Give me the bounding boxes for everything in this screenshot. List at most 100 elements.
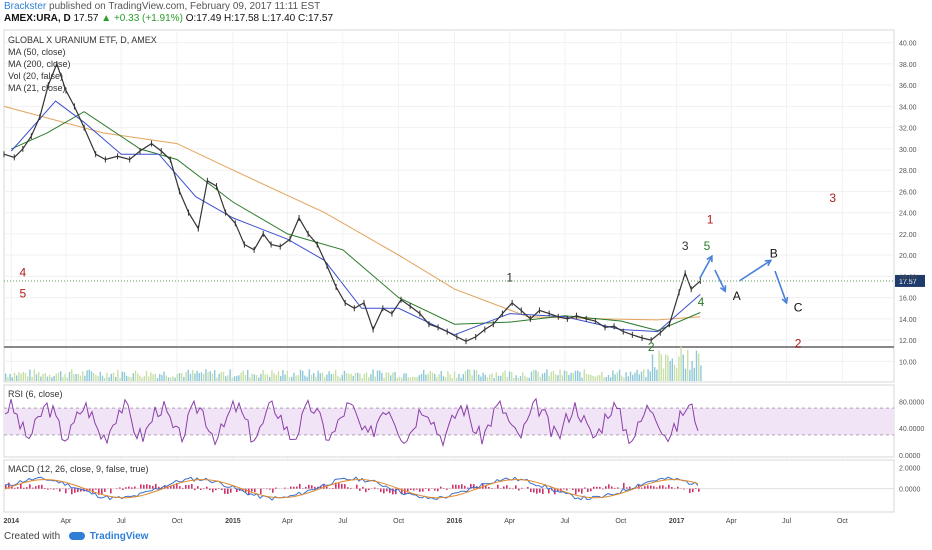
author-link[interactable]: Brackster (4, 1, 47, 12)
macd-histogram-bar (5, 484, 7, 489)
volume-bar (548, 375, 550, 381)
x-tick-label: 2016 (447, 518, 463, 525)
volume-bar (108, 377, 110, 381)
tradingview-link[interactable]: TradingView (89, 531, 149, 542)
volume-bar (552, 370, 555, 381)
volume-bar (368, 377, 370, 381)
volume-bar (284, 374, 286, 381)
rsi-label: RSI (6, close) (8, 389, 63, 399)
volume-bar (117, 369, 119, 381)
volume-bar (16, 375, 18, 381)
volume-bar (194, 373, 196, 381)
macd-histogram-bar (455, 484, 457, 489)
volume-bar (508, 371, 511, 381)
volume-bar (172, 376, 174, 381)
volume-bar (654, 367, 656, 381)
macd-histogram-bar (56, 488, 58, 490)
volume-bar (365, 372, 368, 381)
volume-bar (440, 371, 442, 381)
volume-bar (247, 370, 249, 381)
volume-bar (60, 371, 62, 381)
wave-annotations: 1 2 3 4 5 A B C 1 2 3 4 5 (19, 191, 836, 354)
volume-bar (185, 372, 187, 381)
volume-bar (183, 376, 185, 381)
macd-histogram-bar (470, 483, 472, 489)
macd-histogram-bar (596, 486, 598, 489)
macd-histogram-bar (185, 485, 187, 489)
wave-label: C (794, 300, 803, 314)
volume-bar (636, 369, 638, 381)
volume-bar (291, 376, 293, 381)
volume-bar (93, 373, 95, 381)
legend-ma200: MA (200, close) (8, 59, 71, 69)
volume-bar (68, 371, 71, 381)
macd-histogram-bar (77, 488, 79, 493)
volume-bar (482, 372, 484, 381)
macd-histogram-bar (437, 488, 439, 492)
wave-label: 1 (506, 271, 513, 285)
volume-bar (141, 377, 143, 381)
macd-histogram-bar (344, 484, 346, 489)
macd-histogram-bar (533, 488, 535, 493)
macd-histogram-bar (395, 488, 397, 495)
volume-bar (211, 373, 214, 381)
volume-bar (614, 374, 616, 381)
y-tick-label: 12.00 (899, 338, 917, 345)
projection-arrows (699, 254, 789, 305)
volume-bar (493, 378, 495, 381)
macd-histogram-bar (311, 485, 313, 489)
volume-bar (370, 374, 372, 381)
volume-bar (588, 374, 590, 381)
macd-histogram-bar (269, 488, 271, 490)
volume-bar (660, 354, 662, 381)
volume-bar (40, 376, 42, 381)
volume-bar (236, 375, 238, 381)
y-tick-label: 22.00 (899, 232, 917, 239)
wave-label: 2 (795, 337, 802, 351)
volume-bar (526, 377, 528, 381)
macd-histogram-bar (452, 484, 454, 489)
volume-bar (174, 377, 176, 381)
macd-histogram-bar (275, 487, 277, 489)
volume-bar (678, 356, 680, 381)
volume-bar (462, 374, 464, 381)
volume-bar (519, 376, 522, 381)
volume-bar (559, 369, 561, 381)
volume-bars (4, 346, 894, 381)
volume-bar (154, 373, 156, 381)
macd-histogram-bar (242, 488, 244, 491)
macd-histogram-bar (434, 488, 436, 491)
macd-histogram-bar (251, 488, 253, 492)
macd-histogram-bar (92, 488, 94, 493)
volume-bar (262, 369, 264, 381)
x-tick-label: Apr (726, 518, 738, 525)
x-tick-label: Oct (615, 518, 626, 525)
volume-bar (214, 370, 216, 381)
macd-histogram-bar (656, 487, 658, 489)
volume-bar (244, 374, 247, 381)
rsi-tick-label: 80.0000 (899, 399, 924, 406)
signal-series (4, 479, 699, 499)
volume-bar (266, 374, 269, 381)
macd-histogram-bar (488, 486, 490, 489)
last-price: 17.57 (73, 13, 99, 24)
volume-bar (112, 372, 115, 381)
macd-histogram-bar (605, 486, 607, 489)
volume-bar (511, 372, 513, 381)
macd-histogram-bar (134, 486, 136, 489)
macd-histogram-bar (203, 488, 205, 490)
macd-histogram-bar (47, 488, 49, 490)
volume-bar (328, 371, 330, 381)
volume-bar (689, 369, 691, 381)
volume-bar (148, 376, 150, 381)
macd-histogram-bar (152, 485, 154, 489)
macd-histogram-bar (266, 488, 268, 490)
volume-bar (110, 373, 112, 381)
volume-bar (374, 376, 376, 381)
time-axis: 2014 Apr Jul Oct 2015 Apr Jul Oct 2016 Apr Jul Oct 2… (3, 518, 847, 525)
macd-histogram-bar (308, 484, 310, 489)
volume-bar (159, 373, 161, 381)
y-tick-label: 14.00 (899, 317, 917, 324)
macd-histogram-bar (35, 486, 37, 489)
x-tick-label: 2015 (225, 518, 241, 525)
